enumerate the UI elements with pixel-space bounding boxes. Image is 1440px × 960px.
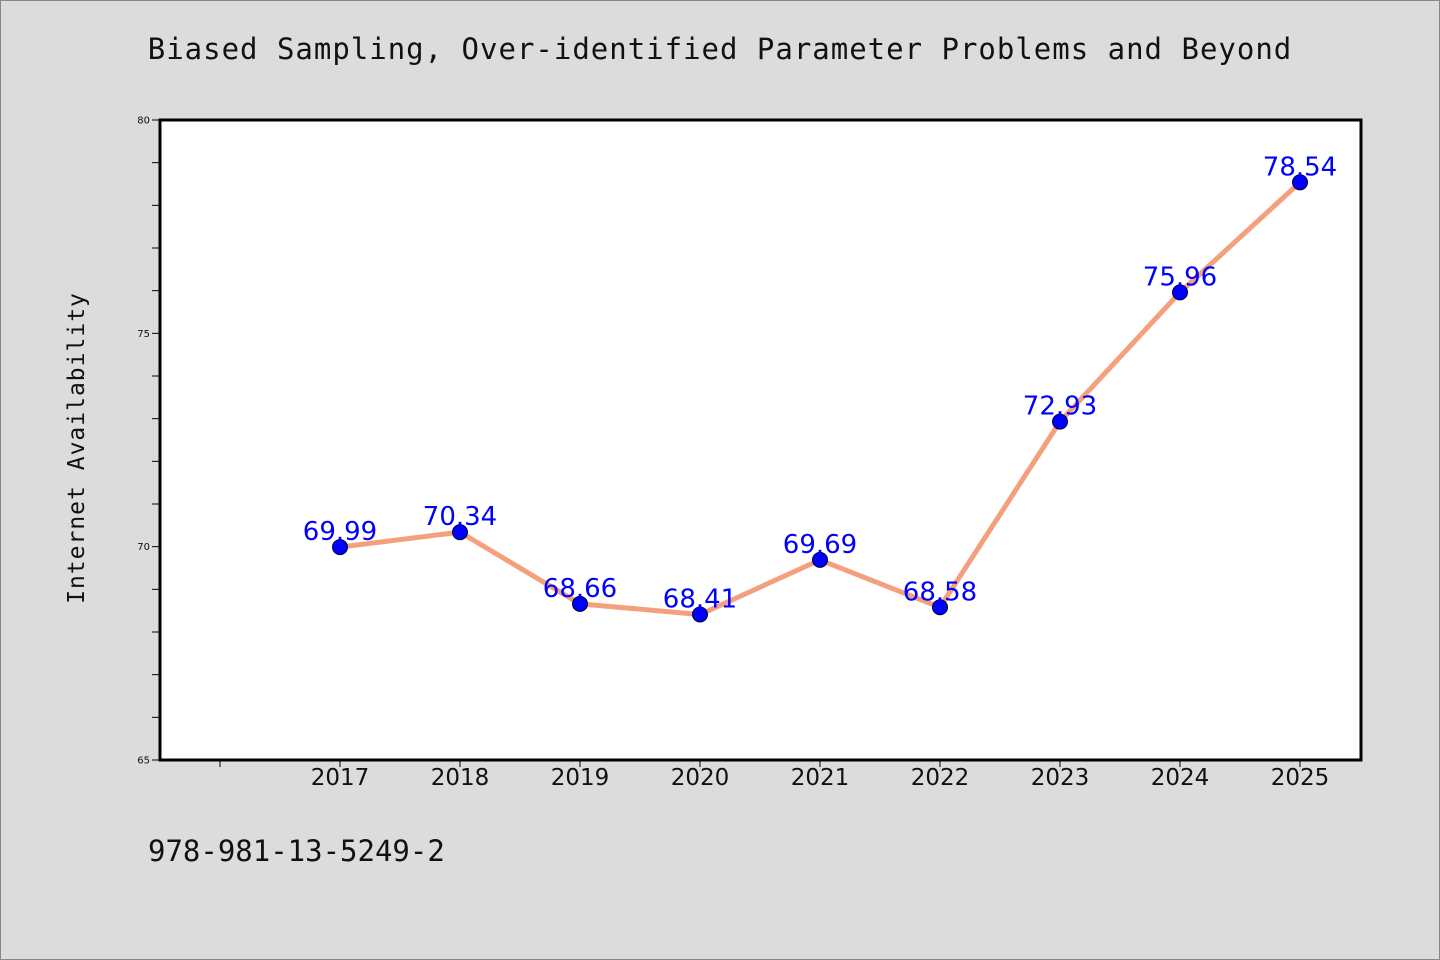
y-tick-label: 70 <box>137 542 150 553</box>
y-tick-label: 65 <box>137 756 150 767</box>
x-tick-label: 2018 <box>431 765 490 791</box>
x-tick-label: 2024 <box>1151 765 1210 791</box>
x-tick-label: 2017 <box>311 765 370 791</box>
plot-area <box>160 120 1361 760</box>
data-label: 69.99 <box>303 517 377 547</box>
data-point <box>1052 413 1068 430</box>
data-point <box>1172 284 1188 301</box>
data-label: 68.66 <box>543 574 617 604</box>
plot-border <box>158 118 1363 762</box>
x-tick-label: 2025 <box>1271 765 1330 791</box>
data-label: 70.34 <box>423 502 497 532</box>
x-tick-label: 2021 <box>791 765 850 791</box>
series-layer <box>332 174 1308 623</box>
x-tick-label: 2023 <box>1031 765 1090 791</box>
y-tick-label: 75 <box>137 329 150 340</box>
data-point <box>572 595 588 612</box>
y-tick-label: 80 <box>137 116 150 127</box>
x-tick-label: 2022 <box>911 765 970 791</box>
data-point <box>452 524 468 541</box>
data-label: 75.96 <box>1143 262 1217 292</box>
chart-title: Biased Sampling, Over-identified Paramet… <box>147 32 1293 66</box>
data-label: 78.54 <box>1263 152 1337 182</box>
isbn-text: 978-981-13-5249-2 <box>148 834 445 868</box>
data-label: 72.93 <box>1023 392 1097 422</box>
axis-ticks: 65 70 75 80 2017 2018 2019 2020 2021 2022 2023 2024… <box>137 116 1329 792</box>
data-labels: 69.99 70.34 68.66 68.41 69.69 68.58 72.93 75.96… <box>303 152 1337 614</box>
data-point <box>932 599 948 616</box>
x-tick-label: 2019 <box>551 765 610 791</box>
data-point <box>812 551 828 568</box>
data-point <box>332 539 348 556</box>
data-label: 68.41 <box>663 585 737 615</box>
data-label: 69.69 <box>783 530 857 560</box>
data-label: 68.58 <box>903 577 977 607</box>
data-point <box>692 606 708 623</box>
data-point <box>1292 174 1308 191</box>
x-tick-label: 2020 <box>671 765 730 791</box>
